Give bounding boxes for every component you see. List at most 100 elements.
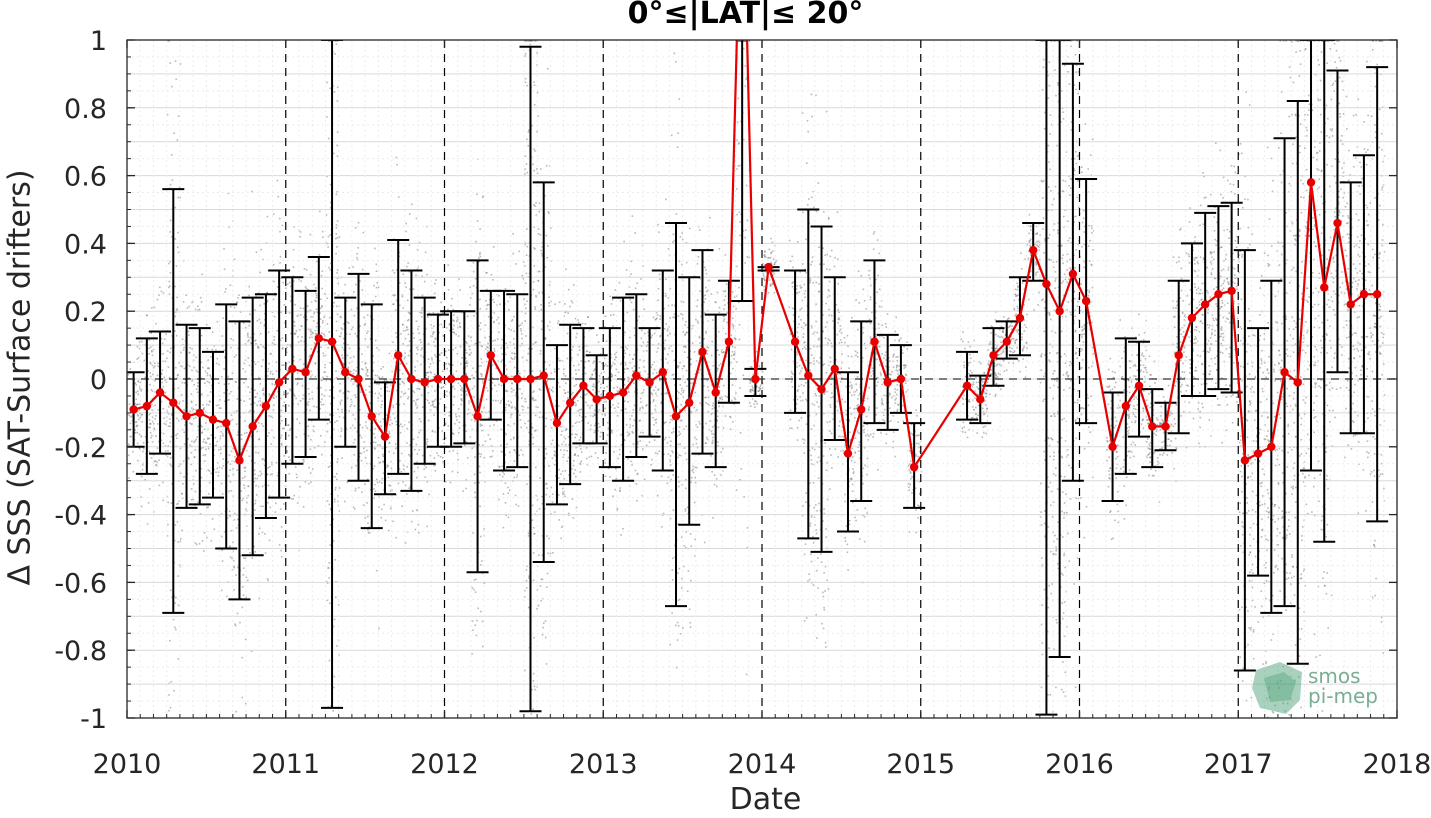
scatter-point [707,320,710,322]
scatter-point [380,425,382,428]
scatter-point [343,349,345,351]
scatter-point [642,298,645,300]
scatter-point [564,470,567,472]
scatter-point [545,234,548,237]
scatter-point [584,372,587,375]
scatter-point [585,447,588,449]
scatter-point [400,333,402,335]
scatter-point [415,443,418,446]
scatter-point [554,405,557,407]
scatter-point [538,388,541,390]
scatter-point [532,397,535,399]
scatter-point [610,372,613,375]
scatter-point [189,347,191,349]
scatter-point [684,324,686,326]
scatter-point [378,506,380,508]
scatter-point [655,431,658,434]
scatter-point [624,331,626,334]
scatter-point [363,441,365,443]
scatter-point [290,427,292,430]
scatter-point [338,236,341,238]
scatter-point [170,154,173,156]
scatter-point [804,296,806,298]
scatter-point [258,318,261,321]
scatter-point [336,461,338,463]
scatter-point [326,175,328,178]
scatter-point [545,452,548,455]
scatter-point [482,196,484,199]
scatter-point [723,299,726,301]
scatter-point [740,40,742,42]
scatter-point [610,366,613,368]
scatter-point [139,447,141,450]
scatter-point [692,324,694,327]
scatter-point [263,324,265,327]
scatter-point [249,313,251,316]
scatter-point [513,353,516,355]
scatter-point [280,409,283,412]
scatter-point [537,406,539,409]
scatter-point [402,464,405,467]
scatter-point [418,449,421,451]
scatter-point [389,419,392,421]
scatter-point [434,464,437,466]
scatter-point [507,400,510,402]
scatter-point [680,536,683,538]
scatter-point [163,417,165,419]
scatter-point [381,477,384,480]
scatter-point [699,368,701,371]
scatter-point [170,435,173,438]
scatter-point [340,316,342,319]
scatter-point [479,322,482,324]
scatter-point [736,188,738,190]
scatter-point [619,387,621,390]
scatter-point [152,373,154,376]
scatter-point [679,633,682,635]
scatter-point [500,428,502,431]
scatter-point [242,368,244,370]
scatter-point [541,578,544,581]
scatter-point [409,444,411,446]
scatter-point [510,329,513,331]
scatter-point [812,282,814,284]
scatter-point [637,472,639,475]
scatter-point [768,248,771,251]
scatter-point [524,303,526,306]
scatter-point [206,372,209,374]
scatter-point [770,237,772,240]
scatter-point [189,444,191,446]
scatter-point [685,369,688,372]
scatter-point [605,440,608,442]
scatter-point [412,390,414,392]
scatter-point [553,368,556,371]
scatter-point [540,168,542,170]
scatter-point [434,345,436,347]
scatter-point [731,350,734,353]
scatter-point [806,400,808,402]
scatter-point [243,567,245,569]
scatter-point [500,444,502,447]
scatter-point [763,288,765,291]
scatter-point [407,311,410,314]
scatter-point [680,403,682,406]
scatter-point [377,457,380,459]
scatter-point [444,383,447,386]
scatter-point [376,478,378,481]
scatter-point [176,246,179,249]
scatter-point [392,520,394,523]
scatter-point [139,403,141,406]
scatter-point [433,325,435,328]
scatter-point [280,442,283,445]
scatter-point [192,408,195,410]
scatter-point [170,465,172,467]
scatter-point [765,271,768,274]
scatter-point [553,418,555,420]
scatter-point [347,377,349,379]
scatter-point [704,266,706,269]
scatter-point [329,465,331,467]
scatter-point [442,334,444,337]
scatter-point [683,344,686,347]
scatter-point [447,308,449,311]
scatter-point [368,391,371,393]
scatter-point [127,413,129,416]
